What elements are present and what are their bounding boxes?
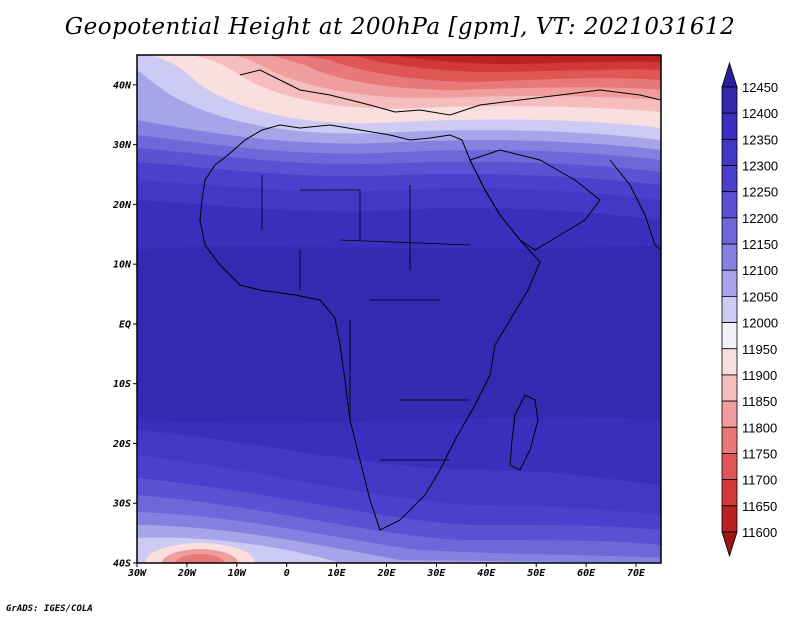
colorbar-label: 11600 [742, 525, 777, 540]
colorbar-label: 12300 [742, 159, 778, 174]
field-high-core [137, 245, 661, 423]
colorbar: 12450 12400 12350 12300 12250 12200 12150 12100… [721, 61, 778, 558]
map-plot-area [137, 55, 661, 563]
colorbar-swatch [721, 374, 738, 402]
africa-inner-borders [261, 175, 471, 461]
colorbar-label: 12150 [742, 237, 778, 252]
plot-frame [136, 54, 662, 564]
field-low-south-3 [176, 554, 224, 563]
colorbar-swatch [721, 243, 738, 271]
lat-tick-label: 40S [113, 559, 131, 570]
colorbar-label: 11900 [742, 368, 777, 383]
colorbar-swatch [721, 269, 738, 297]
lon-tick-label: 20W [177, 568, 197, 579]
colorbar-label: 12200 [742, 211, 778, 226]
colorbar-swatch [721, 426, 738, 454]
colorbar-swatch [721, 165, 738, 193]
lat-tick-label: 30N [112, 140, 132, 151]
colorbar-label: 12250 [742, 185, 778, 200]
colorbar-label: 12450 [742, 80, 778, 95]
colorbar-swatch [721, 217, 738, 245]
colorbar-swatch [721, 296, 738, 323]
lat-tick-label: 10N [113, 260, 132, 271]
lon-tick-label: 0 [284, 568, 290, 579]
colorbar-label: 12350 [742, 132, 778, 147]
colorbar-swatch [721, 505, 738, 533]
geopotential-height-field [137, 55, 661, 563]
lon-tick-label: 50E [527, 568, 546, 579]
europe-coastline [239, 69, 661, 116]
colorbar-label: 11700 [742, 473, 777, 488]
madagascar-coastline [509, 394, 539, 471]
longitude-axis: 30W 20W 10W 0 10E 20E 30E 40E 50E 60E 70E [127, 563, 646, 579]
colorbar-swatch [721, 322, 738, 350]
lat-tick-label: 40N [113, 80, 132, 91]
lon-tick-label: 10W [228, 568, 247, 579]
lat-tick-label: 20S [112, 439, 131, 450]
colorbar-label: 11950 [742, 342, 777, 357]
map-title: Geopotential Height at 200hPa [gpm], VT:… [64, 14, 736, 40]
africa-coastline [199, 124, 541, 531]
colorbar-label: 12400 [742, 106, 778, 121]
colorbar-max-arrow [721, 61, 738, 88]
grads-credit: GrADS: IGES/COLA [6, 604, 93, 614]
colorbar-label: 11800 [742, 420, 777, 435]
colorbar-swatch [721, 112, 738, 140]
colorbar-swatch [721, 86, 738, 114]
colorbar-min-arrow [721, 531, 738, 558]
field-band-north-14 [380, 55, 661, 64]
colorbar-label: 11750 [742, 446, 777, 461]
lon-tick-label: 30E [426, 568, 446, 579]
arabia-coastline [469, 149, 601, 251]
lat-tick-label: 10S [113, 379, 131, 390]
colorbar-label: 11850 [742, 394, 777, 409]
colorbar-swatch [721, 348, 738, 376]
lon-tick-label: 70E [627, 568, 646, 579]
colorbar-label: 12000 [742, 316, 778, 331]
colorbar-swatch [721, 138, 738, 166]
colorbar-swatch [721, 479, 738, 507]
lat-tick-label: 30S [112, 499, 131, 510]
colorbar-label: 12050 [742, 289, 778, 304]
coastlines [199, 69, 661, 531]
colorbar-swatch [721, 191, 738, 219]
lon-tick-label: 10E [328, 568, 347, 579]
colorbar-label: 11650 [742, 499, 777, 514]
india-coastline [609, 159, 661, 251]
lat-tick-label: 20N [112, 200, 132, 211]
lat-tick-label: EQ [119, 319, 131, 330]
lon-tick-label: 30W [127, 568, 147, 579]
lon-tick-label: 60E [577, 568, 596, 579]
colorbar-swatch [721, 453, 738, 481]
lon-tick-label: 40E [477, 568, 496, 579]
colorbar-swatch [721, 400, 738, 428]
lon-tick-label: 20E [376, 568, 396, 579]
latitude-axis: 40N 30N 20N 10N EQ 10S 20S 30S 40S [112, 80, 137, 570]
colorbar-label: 12100 [742, 263, 778, 278]
